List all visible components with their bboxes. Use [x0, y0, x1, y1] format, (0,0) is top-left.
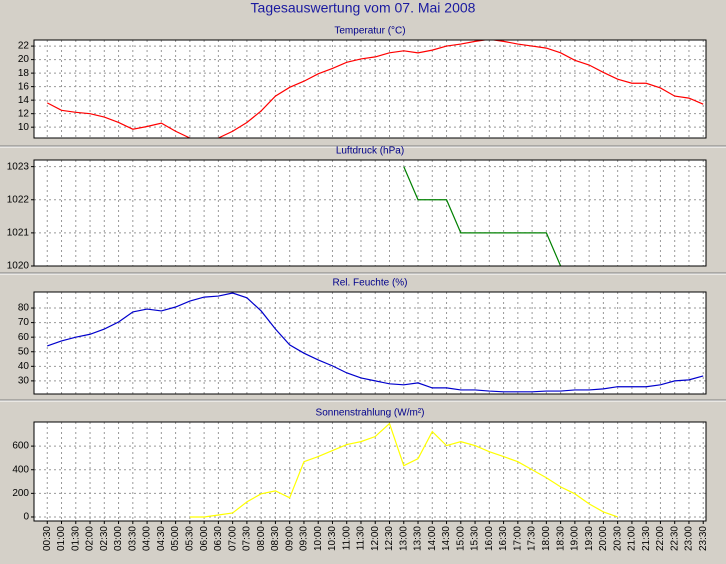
- y-tick-label: 16: [18, 81, 30, 92]
- x-tick-label: 11:00: [341, 526, 352, 551]
- x-tick-label: 08:00: [256, 526, 267, 551]
- y-tick-label: 80: [18, 303, 30, 314]
- y-tick-label: 70: [18, 317, 30, 328]
- x-tick-label: 06:30: [213, 526, 224, 551]
- x-tick-label: 22:00: [655, 526, 666, 551]
- x-tick-label: 13:00: [398, 526, 409, 551]
- y-tick-label: 18: [18, 68, 30, 79]
- x-tick-label: 17:00: [512, 526, 523, 551]
- x-tick-label: 04:30: [156, 526, 167, 551]
- x-tick-label: 11:30: [356, 526, 367, 551]
- y-tick-label: 12: [18, 108, 30, 119]
- x-tick-label: 21:00: [627, 526, 638, 551]
- y-tick-label: 50: [18, 346, 30, 357]
- x-tick-label: 01:30: [70, 526, 81, 551]
- plot-border: [33, 291, 707, 395]
- data-line: [403, 166, 562, 266]
- x-tick-label: 22:30: [669, 526, 680, 551]
- x-tick-label: 16:00: [484, 526, 495, 551]
- y-tick-label: 1022: [7, 194, 30, 205]
- y-tick-label: 40: [18, 361, 30, 372]
- x-tick-label: 01:00: [56, 526, 67, 551]
- x-tick-label: 03:30: [127, 526, 138, 551]
- plot-area: [34, 292, 706, 394]
- x-tick-label: 10:00: [313, 526, 324, 551]
- x-tick-label: 18:00: [541, 526, 552, 551]
- x-tick-label: 15:30: [470, 526, 481, 551]
- plot-border: [33, 421, 707, 522]
- data-line: [189, 422, 618, 518]
- x-tick-label: 08:30: [270, 526, 281, 551]
- x-tick-label: 13:30: [413, 526, 424, 551]
- x-tick-label: 05:00: [170, 526, 181, 551]
- plot-area: [34, 40, 706, 138]
- y-tick-label: 1023: [7, 161, 30, 172]
- y-tick-label: 200: [12, 488, 29, 499]
- x-tick-label: 09:30: [299, 526, 310, 551]
- x-tick-label: 18:30: [555, 526, 566, 551]
- x-tick-label: 04:00: [142, 526, 153, 551]
- y-tick-label: 20: [18, 54, 30, 65]
- x-tick-label: 12:30: [384, 526, 395, 551]
- data-line: [47, 292, 704, 393]
- x-tick-label: 02:00: [85, 526, 96, 551]
- chart-title: Rel. Feuchte (%): [332, 278, 407, 289]
- x-tick-label: 07:30: [242, 526, 253, 551]
- x-tick-label: 15:00: [455, 526, 466, 551]
- chart-title: Temperatur (°C): [334, 26, 405, 37]
- x-tick-label: 05:30: [185, 526, 196, 551]
- y-tick-label: 30: [18, 376, 30, 387]
- x-tick-label: 02:30: [99, 526, 110, 551]
- x-tick-label: 06:00: [199, 526, 210, 551]
- y-tick-label: 0: [23, 512, 29, 523]
- plot-border: [33, 39, 707, 139]
- x-tick-label: 19:00: [570, 526, 581, 551]
- x-tick-label: 16:30: [498, 526, 509, 551]
- y-tick-label: 600: [12, 441, 29, 452]
- x-tick-label: 23:30: [698, 526, 709, 551]
- data-line: [46, 40, 704, 138]
- x-tick-label: 20:00: [598, 526, 609, 551]
- y-tick-label: 14: [18, 95, 30, 106]
- x-tick-label: 03:00: [113, 526, 124, 551]
- x-tick-label: 14:00: [427, 526, 438, 551]
- plot-border: [33, 159, 707, 267]
- y-tick-label: 1021: [7, 228, 30, 239]
- x-tick-label: 12:00: [370, 526, 381, 551]
- x-tick-label: 09:00: [284, 526, 295, 551]
- x-tick-label: 21:30: [641, 526, 652, 551]
- y-tick-label: 1020: [7, 261, 30, 272]
- x-tick-label: 00:30: [42, 526, 53, 551]
- x-tick-label: 17:30: [527, 526, 538, 551]
- plot-area: [34, 160, 706, 266]
- x-tick-label: 20:30: [612, 526, 623, 551]
- y-tick-label: 22: [18, 41, 30, 52]
- y-tick-label: 10: [18, 122, 30, 133]
- x-tick-label: 14:30: [441, 526, 452, 551]
- y-tick-label: 60: [18, 332, 30, 343]
- x-tick-label: 10:30: [327, 526, 338, 551]
- x-tick-label: 19:30: [584, 526, 595, 551]
- chart-title: Sonnenstrahlung (W/m²): [316, 408, 425, 419]
- page-title: Tagesauswertung vom 07. Mai 2008: [251, 0, 476, 16]
- plot-area: [34, 422, 706, 521]
- chart-title: Luftdruck (hPa): [336, 146, 404, 157]
- x-tick-label: 23:00: [684, 526, 695, 551]
- x-tick-label: 07:00: [227, 526, 238, 551]
- y-tick-label: 400: [12, 464, 29, 475]
